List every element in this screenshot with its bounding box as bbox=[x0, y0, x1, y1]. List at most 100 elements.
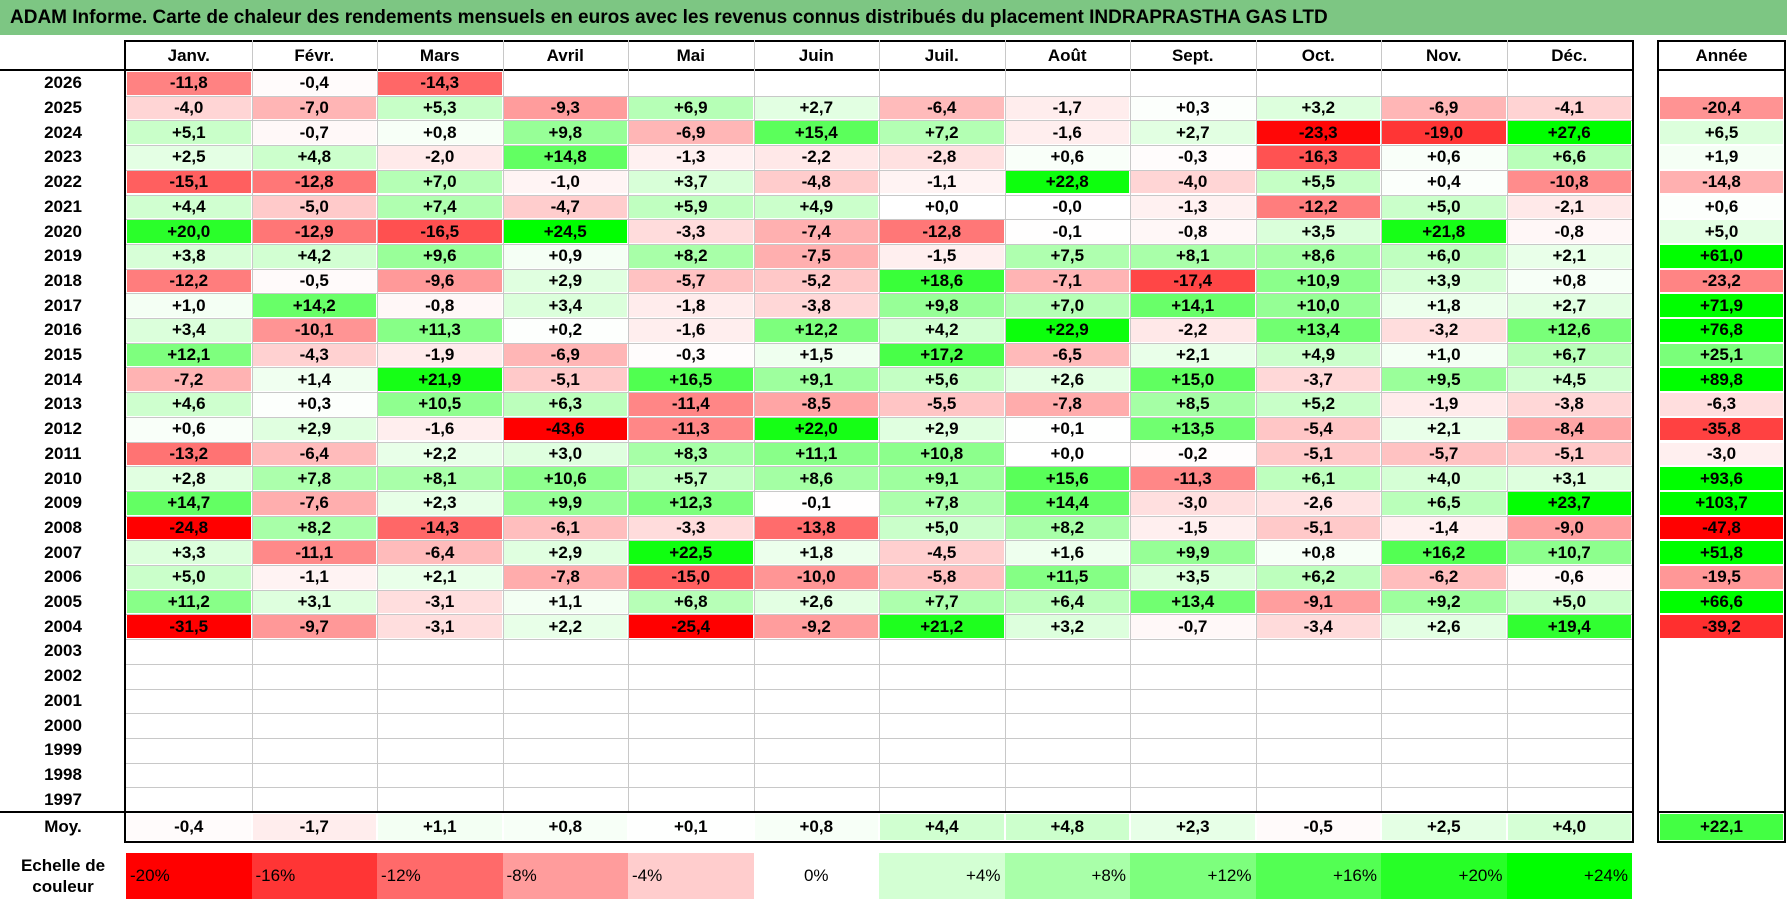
heatmap-cell bbox=[127, 738, 251, 762]
annual-cell: +89,8 bbox=[1660, 368, 1783, 392]
heatmap-cell bbox=[629, 664, 753, 688]
heatmap-cell: -10,1 bbox=[252, 319, 376, 342]
grid-line bbox=[126, 342, 1632, 344]
average-cell: -0,5 bbox=[1256, 814, 1380, 840]
month-header: Sept. bbox=[1171, 45, 1214, 65]
heatmap-cell: +23,7 bbox=[1507, 491, 1631, 515]
year-label: 2020 bbox=[44, 221, 82, 241]
annual-cell: -20,4 bbox=[1660, 96, 1783, 120]
heatmap-cell: +8,2 bbox=[252, 516, 376, 540]
heatmap-cell bbox=[127, 640, 251, 663]
grid-line bbox=[126, 589, 1632, 591]
heatmap-cell: -6,4 bbox=[378, 541, 502, 564]
heatmap-cell: +1,4 bbox=[252, 368, 376, 392]
heatmap-cell: -11,4 bbox=[629, 393, 753, 416]
year-label: 2023 bbox=[44, 147, 82, 167]
annual-cell: -6,3 bbox=[1660, 393, 1783, 416]
heatmap-cell: -0,6 bbox=[1507, 566, 1631, 589]
heatmap-cell: -0,7 bbox=[1131, 615, 1255, 639]
heatmap-cell: +0,6 bbox=[127, 417, 251, 441]
annual-cell: +76,8 bbox=[1660, 319, 1783, 342]
heatmap-cell: -14,3 bbox=[378, 516, 502, 540]
heatmap-cell: +13,5 bbox=[1131, 417, 1255, 441]
color-scale-swatch: +4% bbox=[879, 853, 1005, 899]
heatmap-cell: -11,8 bbox=[127, 72, 251, 95]
heatmap-cell: -8,5 bbox=[754, 393, 878, 416]
grid-line bbox=[1004, 40, 1006, 813]
heatmap-cell: -3,0 bbox=[1131, 491, 1255, 515]
heatmap-cell: -3,3 bbox=[629, 220, 753, 243]
grid-line bbox=[126, 95, 1632, 97]
heatmap-cell: +6,0 bbox=[1382, 244, 1506, 268]
heatmap-cell bbox=[1256, 689, 1380, 713]
grid-line bbox=[126, 540, 1632, 542]
heatmap-cell bbox=[1256, 714, 1380, 737]
grid-line bbox=[126, 614, 1632, 616]
heatmap-cell: -5,7 bbox=[629, 269, 753, 293]
heatmap-cell: +9,5 bbox=[1382, 368, 1506, 392]
heatmap-cell: -1,6 bbox=[629, 319, 753, 342]
heatmap-cell: +18,6 bbox=[880, 269, 1004, 293]
heatmap-cell bbox=[629, 788, 753, 811]
grid-line bbox=[1506, 40, 1508, 813]
heatmap-cell bbox=[629, 689, 753, 713]
heatmap-cell: +3,1 bbox=[1507, 467, 1631, 490]
average-cell: +1,1 bbox=[378, 814, 502, 840]
heatmap-cell: +3,5 bbox=[1131, 566, 1255, 589]
heatmap-cell bbox=[754, 788, 878, 811]
heatmap-cell bbox=[1005, 738, 1129, 762]
grid-line bbox=[1255, 40, 1257, 813]
heatmap-cell: -3,1 bbox=[378, 590, 502, 614]
heatmap-cell: +5,7 bbox=[629, 467, 753, 490]
heatmap-cell: -25,4 bbox=[629, 615, 753, 639]
month-header: Août bbox=[1047, 45, 1087, 65]
heatmap-cell: -9,0 bbox=[1507, 516, 1631, 540]
heatmap-cell: -4,8 bbox=[754, 170, 878, 194]
average-cell: +4,4 bbox=[880, 814, 1004, 840]
heatmap-cell: -0,0 bbox=[1005, 195, 1129, 219]
grid-line bbox=[502, 40, 504, 813]
year-label: 1997 bbox=[44, 789, 82, 809]
heatmap-cell: +4,6 bbox=[127, 393, 251, 416]
month-header: Janv. bbox=[167, 45, 210, 65]
heatmap-cell: -15,0 bbox=[629, 566, 753, 589]
heatmap-cell bbox=[503, 714, 627, 737]
heatmap-cell: +2,6 bbox=[1382, 615, 1506, 639]
heatmap-cell bbox=[252, 788, 376, 811]
heatmap-cell: +2,8 bbox=[127, 467, 251, 490]
month-header: Juil. bbox=[924, 45, 959, 65]
heatmap-cell: -16,3 bbox=[1256, 146, 1380, 169]
heatmap-cell: -9,7 bbox=[252, 615, 376, 639]
heatmap-cell: +15,6 bbox=[1005, 467, 1129, 490]
heatmap-cell: +4,9 bbox=[1256, 343, 1380, 367]
year-label: 1999 bbox=[44, 740, 82, 760]
heatmap-cell: +11,2 bbox=[127, 590, 251, 614]
heatmap-cell bbox=[127, 788, 251, 811]
heatmap-cell bbox=[127, 763, 251, 787]
chart-title: ADAM Informe. Carte de chaleur des rende… bbox=[10, 6, 1328, 28]
average-cell: -0,4 bbox=[127, 814, 251, 840]
heatmap-cell bbox=[629, 72, 753, 95]
heatmap-cell: +27,6 bbox=[1507, 121, 1631, 145]
heatmap-cell: +2,5 bbox=[127, 146, 251, 169]
average-separator bbox=[0, 811, 1632, 813]
heatmap-cell bbox=[1005, 664, 1129, 688]
grid-line bbox=[126, 663, 1632, 665]
heatmap-cell: -12,8 bbox=[252, 170, 376, 194]
grid-line bbox=[126, 120, 1632, 122]
heatmap-cell: -0,5 bbox=[252, 269, 376, 293]
annual-cell: -35,8 bbox=[1660, 417, 1783, 441]
heatmap-cell: +14,7 bbox=[127, 491, 251, 515]
month-header: Juin bbox=[798, 45, 834, 65]
grid-line bbox=[251, 40, 253, 813]
heatmap-cell bbox=[252, 714, 376, 737]
heatmap-cell: +9,1 bbox=[754, 368, 878, 392]
heatmap-cell: -1,9 bbox=[1382, 393, 1506, 416]
heatmap-cell: -0,2 bbox=[1131, 442, 1255, 466]
heatmap-cell: +5,9 bbox=[629, 195, 753, 219]
heatmap-cell: -7,1 bbox=[1005, 269, 1129, 293]
heatmap-cell bbox=[754, 714, 878, 737]
heatmap-cell: +5,3 bbox=[378, 96, 502, 120]
heatmap-cell: -6,5 bbox=[1005, 343, 1129, 367]
grid-line bbox=[126, 713, 1632, 715]
